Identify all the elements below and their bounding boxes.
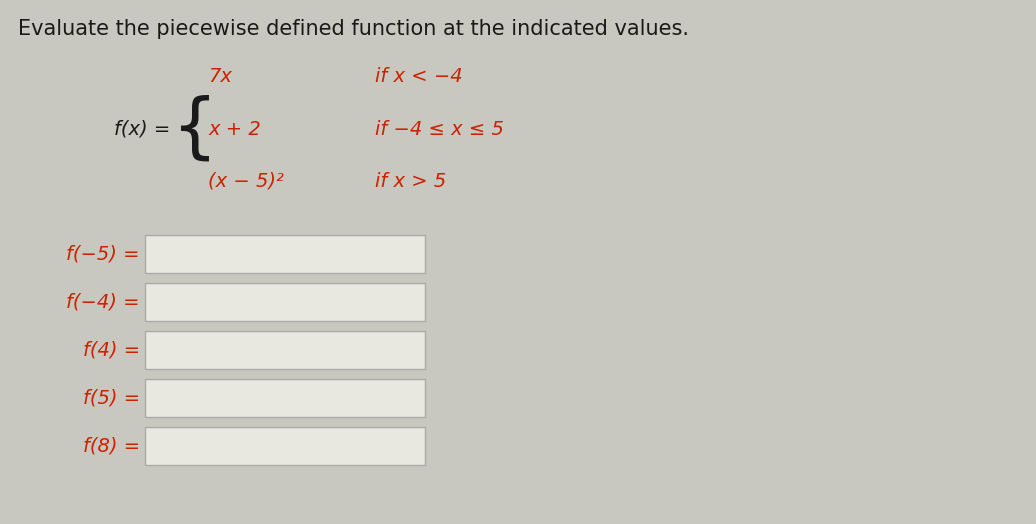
Text: Evaluate the piecewise defined function at the indicated values.: Evaluate the piecewise defined function … bbox=[18, 19, 689, 39]
FancyBboxPatch shape bbox=[145, 331, 425, 369]
Text: (x − 5)²: (x − 5)² bbox=[208, 171, 284, 191]
Text: x + 2: x + 2 bbox=[208, 119, 261, 138]
Text: f(−5) =: f(−5) = bbox=[66, 245, 140, 264]
FancyBboxPatch shape bbox=[145, 379, 425, 417]
Text: f(x) =: f(x) = bbox=[114, 119, 170, 138]
FancyBboxPatch shape bbox=[145, 235, 425, 273]
Text: {: { bbox=[172, 94, 218, 163]
Text: f(−4) =: f(−4) = bbox=[66, 292, 140, 311]
Text: f(8) =: f(8) = bbox=[83, 436, 140, 455]
Text: f(4) =: f(4) = bbox=[83, 341, 140, 359]
FancyBboxPatch shape bbox=[145, 283, 425, 321]
Text: if −4 ≤ x ≤ 5: if −4 ≤ x ≤ 5 bbox=[375, 119, 503, 138]
Text: if x > 5: if x > 5 bbox=[375, 171, 447, 191]
Text: f(5) =: f(5) = bbox=[83, 388, 140, 408]
Text: if x < −4: if x < −4 bbox=[375, 68, 463, 86]
FancyBboxPatch shape bbox=[145, 427, 425, 465]
Text: 7x: 7x bbox=[208, 68, 232, 86]
